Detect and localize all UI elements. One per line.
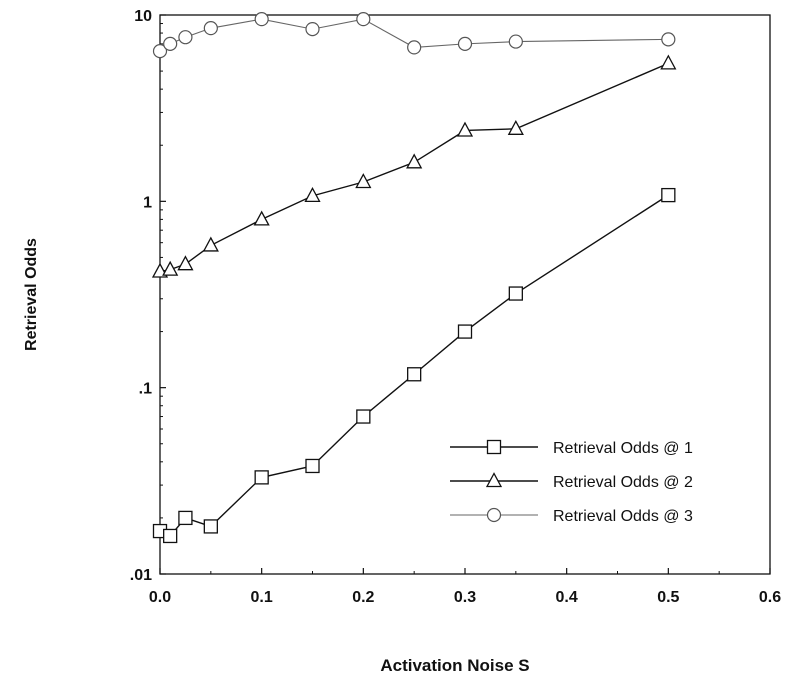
series-3-point bbox=[152, 44, 168, 59]
series-3-point bbox=[407, 40, 422, 55]
series-1-point bbox=[203, 519, 218, 534]
series-2-point bbox=[355, 173, 372, 189]
series-1-point bbox=[163, 528, 178, 544]
y-tick-label: .1 bbox=[139, 381, 152, 398]
series-3-point bbox=[203, 21, 218, 36]
x-tick-label: 0.5 bbox=[657, 589, 679, 606]
legend-marker bbox=[486, 439, 502, 455]
series-2-point bbox=[162, 260, 179, 276]
legend-item: Retrieval Odds @ 2 bbox=[450, 472, 693, 491]
series-3-point bbox=[457, 36, 473, 51]
x-axis: 0.0 0.1 0.2 0.3 0.4 0.5 0.6 bbox=[149, 568, 781, 606]
y-tick-label: 1 bbox=[143, 194, 152, 211]
x-axis-label: Activation Noise S bbox=[380, 656, 529, 675]
series-1-point bbox=[178, 510, 193, 526]
series-1-point bbox=[305, 458, 320, 474]
series-1-point bbox=[457, 324, 473, 339]
series-2-point bbox=[660, 54, 677, 70]
x-tick-label: 0.6 bbox=[759, 589, 781, 606]
legend-label: Retrieval Odds @ 2 bbox=[553, 474, 693, 491]
series-2-point bbox=[406, 153, 423, 169]
x-tick-label: 0.4 bbox=[556, 589, 578, 606]
series-1-point bbox=[356, 409, 371, 424]
series-3-point bbox=[508, 34, 523, 49]
x-tick-label: 0.3 bbox=[454, 589, 476, 606]
series-3-point bbox=[163, 36, 178, 51]
series-2-point bbox=[202, 236, 219, 252]
series-2-point bbox=[304, 186, 321, 203]
y-axis: .01 .1 1 10 bbox=[130, 8, 166, 584]
series-1-point bbox=[508, 286, 523, 301]
x-tick-label: 0.2 bbox=[352, 589, 374, 606]
series-2 bbox=[151, 54, 677, 278]
series-3 bbox=[152, 12, 676, 59]
series-3-point bbox=[254, 12, 269, 27]
legend-marker bbox=[486, 507, 502, 523]
series-2-point bbox=[507, 119, 524, 135]
legend-item: Retrieval Odds @ 3 bbox=[450, 507, 693, 525]
series-1-point bbox=[661, 187, 676, 203]
legend-label: Retrieval Odds @ 1 bbox=[553, 440, 693, 457]
plot-series bbox=[151, 12, 677, 544]
x-tick-label: 0.1 bbox=[251, 589, 273, 606]
series-2-point bbox=[253, 210, 270, 226]
series-3-point bbox=[356, 12, 371, 27]
legend: Retrieval Odds @ 1 Retrieval Odds @ 2 Retr… bbox=[450, 439, 693, 525]
series-1-point bbox=[407, 367, 422, 382]
legend-item: Retrieval Odds @ 1 bbox=[450, 439, 693, 457]
series-2-point bbox=[177, 255, 194, 271]
series-1-point bbox=[254, 470, 269, 485]
y-axis-label: Retrieval Odds bbox=[23, 238, 40, 351]
y-tick-label: 10 bbox=[134, 8, 152, 25]
y-tick-label: .01 bbox=[130, 567, 152, 584]
series-1 bbox=[152, 187, 676, 544]
legend-marker bbox=[485, 472, 503, 488]
series-3-point bbox=[661, 32, 676, 47]
series-3-point bbox=[305, 22, 320, 37]
x-tick-label: 0.0 bbox=[149, 589, 171, 606]
series-3-point bbox=[178, 30, 193, 45]
series-2-point bbox=[456, 121, 474, 137]
legend-label: Retrieval Odds @ 3 bbox=[553, 508, 693, 525]
